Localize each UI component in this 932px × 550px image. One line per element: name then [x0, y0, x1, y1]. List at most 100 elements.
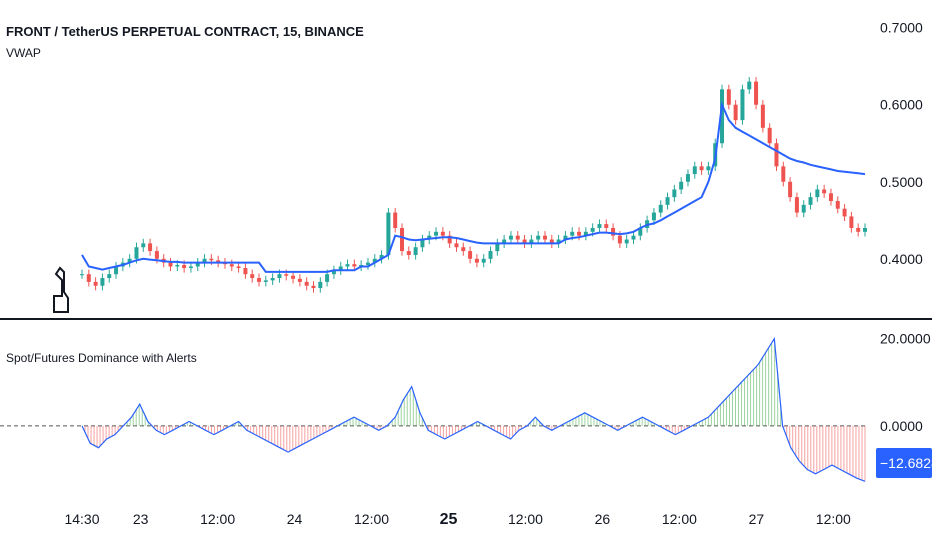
price-tick-label-0: 0.7000 — [880, 20, 923, 36]
candle-body — [107, 274, 112, 279]
candle-body — [93, 281, 98, 286]
candle-body — [304, 281, 309, 286]
x-axis: 14:30 23 12:00 24 12:00 25 12:00 26 12:00 27 12:00 — [64, 511, 851, 528]
candle-body — [583, 231, 588, 236]
candle-body — [856, 227, 861, 232]
candle-body — [563, 235, 568, 240]
osc-histogram — [84, 342, 866, 482]
candle-body — [372, 258, 377, 263]
candle-body — [318, 281, 323, 289]
candle-body — [508, 235, 513, 240]
candle-body — [740, 89, 745, 121]
candle-body — [815, 189, 820, 198]
candle-body — [835, 201, 840, 209]
x-tick-label-3: 24 — [287, 511, 303, 527]
candle-body — [148, 243, 153, 252]
osc-y-axis: 20.0000 0.0000 — [880, 331, 931, 434]
candle-body — [828, 193, 833, 202]
candle-body — [774, 143, 779, 167]
candle-body — [488, 251, 493, 259]
price-panel: FRONT / TetherUS PERPETUAL CONTRACT, 15,… — [6, 20, 923, 313]
candle-body — [808, 197, 813, 205]
candle-body — [720, 89, 725, 144]
vwap-line — [81, 100, 866, 273]
candle-body — [250, 274, 255, 279]
x-tick-label-8: 12:00 — [662, 511, 697, 527]
candle-body — [263, 280, 268, 282]
candle-body — [209, 258, 214, 261]
candle-body — [842, 208, 847, 217]
candle-body — [154, 251, 159, 259]
candle-body — [760, 104, 765, 128]
candle-body — [747, 81, 752, 90]
candle-body — [794, 197, 799, 213]
x-tick-label-0: 14:30 — [64, 511, 99, 527]
indicator-label-vwap: VWAP — [6, 46, 41, 60]
candle-body — [781, 166, 786, 182]
chart-title: FRONT / TetherUS PERPETUAL CONTRACT, 15,… — [6, 24, 364, 39]
candle-body — [624, 239, 629, 244]
candle-body — [236, 266, 241, 269]
candle-body — [393, 212, 398, 228]
candle-body — [100, 278, 105, 286]
candle-body — [386, 212, 391, 255]
candle-body — [767, 127, 772, 144]
candle-body — [331, 270, 336, 275]
candle-body — [257, 278, 262, 282]
candle-body — [863, 227, 867, 232]
candle-body — [685, 174, 690, 182]
price-tick-label-2: 0.5000 — [880, 174, 923, 190]
candle-body — [216, 260, 221, 263]
candle-body — [699, 166, 704, 171]
candle-body — [788, 181, 793, 198]
candle-body — [413, 247, 418, 255]
candle-body — [692, 166, 697, 175]
candle-body — [577, 231, 582, 236]
x-tick-label-7: 26 — [595, 511, 611, 527]
x-tick-label-4: 12:00 — [354, 511, 389, 527]
price-y-axis: 0.7000 0.6000 0.5000 0.4000 — [880, 20, 923, 267]
candle-body — [134, 247, 139, 259]
osc-tick-label-1: 0.0000 — [880, 418, 923, 434]
candle-body — [849, 216, 854, 228]
oscillator-panel: Spot/Futures Dominance with Alerts 20.00… — [0, 331, 932, 482]
candle-body — [284, 274, 289, 276]
candle-body — [345, 264, 350, 267]
candle-body — [536, 235, 541, 240]
candle-body — [468, 251, 473, 259]
candle-body — [474, 258, 479, 263]
candle-body — [754, 81, 759, 105]
candle-body — [658, 204, 663, 213]
candle-body — [325, 274, 330, 282]
price-tick-label-3: 0.4000 — [880, 251, 923, 267]
candle-body — [195, 262, 200, 267]
candle-body — [243, 268, 248, 275]
x-tick-label-6: 12:00 — [508, 511, 543, 527]
candle-body — [556, 239, 561, 244]
x-tick-label-2: 12:00 — [200, 511, 235, 527]
candle-body — [733, 104, 738, 121]
candle-body — [379, 254, 384, 259]
tradingview-logo-icon — [53, 266, 69, 313]
candle-body — [502, 239, 507, 244]
candle-body — [338, 266, 343, 271]
x-tick-label-9: 27 — [749, 511, 765, 527]
candle-body — [434, 231, 439, 236]
candle-body — [522, 239, 527, 244]
candle-body — [440, 231, 445, 236]
candle-body — [495, 243, 500, 252]
candle-body — [822, 189, 827, 194]
candle-body — [365, 262, 370, 265]
candles — [80, 77, 867, 293]
oscillator-title: Spot/Futures Dominance with Alerts — [6, 351, 197, 365]
candle-body — [277, 274, 282, 279]
candle-body — [175, 264, 180, 267]
candle-body — [461, 247, 466, 252]
candle-body — [665, 197, 670, 205]
price-tick-label-1: 0.6000 — [880, 97, 923, 113]
candle-body — [297, 278, 302, 282]
candle-body — [638, 227, 643, 236]
candle-body — [651, 212, 656, 221]
candle-body — [617, 235, 622, 244]
x-tick-label-5: 25 — [440, 511, 458, 528]
